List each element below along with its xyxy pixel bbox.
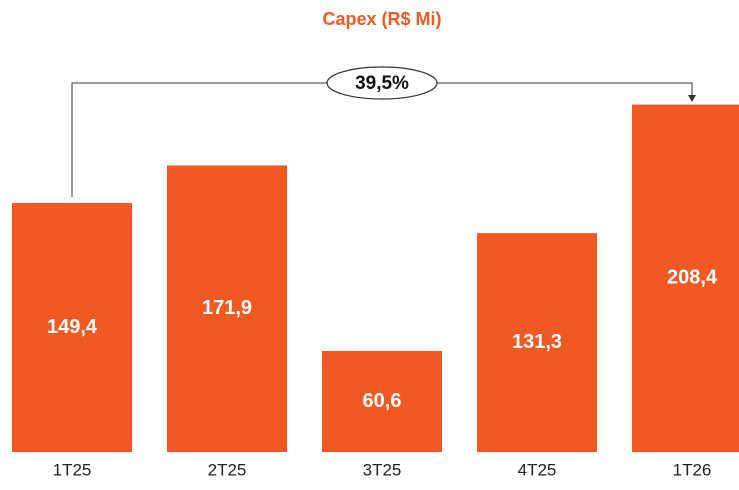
x-tick-label: 3T25 bbox=[363, 460, 402, 479]
bar bbox=[632, 104, 739, 452]
bar bbox=[12, 202, 132, 452]
annotation-ellipse bbox=[326, 66, 438, 100]
x-tick-label: 1T26 bbox=[673, 460, 712, 479]
chart-title: Capex (R$ Mi) bbox=[322, 9, 441, 29]
value-label: 60,6 bbox=[363, 390, 402, 412]
value-label: 171,9 bbox=[202, 297, 252, 319]
x-tick-label: 4T25 bbox=[518, 460, 557, 479]
annotation-text: 39,5% bbox=[355, 73, 409, 94]
value-label: 131,3 bbox=[512, 331, 562, 353]
value-label: 208,4 bbox=[667, 267, 718, 289]
growth-annotation: 39,5% bbox=[71, 66, 696, 197]
bar bbox=[322, 350, 442, 452]
annotation-arrow bbox=[688, 95, 696, 102]
annotation-line bbox=[71, 82, 693, 197]
value-label: 149,4 bbox=[47, 316, 98, 338]
x-tick-label: 2T25 bbox=[208, 460, 247, 479]
x-tick-label: 1T25 bbox=[53, 460, 92, 479]
bar bbox=[167, 165, 287, 453]
bar bbox=[477, 233, 597, 452]
